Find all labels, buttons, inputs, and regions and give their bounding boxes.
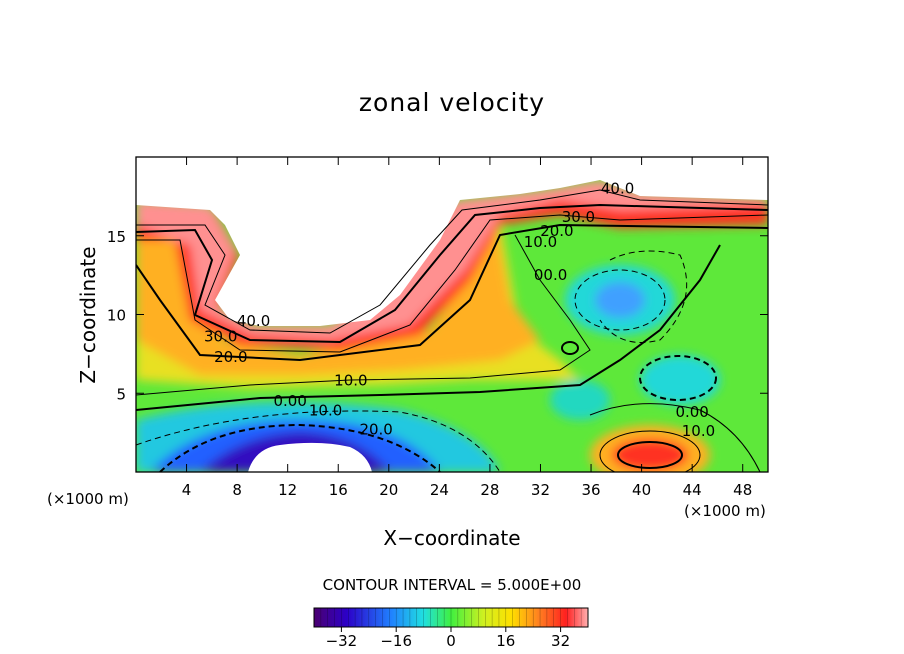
contour-label: 10.0 xyxy=(309,402,342,420)
x-unit-label-left: (×1000 m) xyxy=(47,490,129,508)
x-tick-label: 44 xyxy=(683,481,702,499)
contour-label: 20.0 xyxy=(214,348,247,366)
contour-label: 20.0 xyxy=(359,420,392,438)
x-tick-label: 20 xyxy=(379,481,398,499)
field-red-max xyxy=(612,439,688,471)
colorbar-tick-label: 16 xyxy=(496,632,515,650)
x-tick-label: 48 xyxy=(733,481,752,499)
contour-fill: 40.030.020.010.00.0010.020.040.030.020.0… xyxy=(136,157,768,472)
contour-lines xyxy=(136,189,768,472)
contour-label: 30.0 xyxy=(204,328,237,346)
field-pink xyxy=(136,180,768,340)
contour-interval-text: CONTOUR INTERVAL = 5.000E+00 xyxy=(322,576,582,594)
colorbar-tick-label: 32 xyxy=(551,632,570,650)
field-orange xyxy=(136,220,540,375)
contour-label: 40.0 xyxy=(237,312,270,330)
x-tick-label: 40 xyxy=(632,481,651,499)
contour-label: 10.0 xyxy=(334,372,367,390)
colorbar-stripes xyxy=(313,608,589,627)
contour-label: 30.0 xyxy=(562,208,595,226)
colorbar-tick-label: −16 xyxy=(380,632,412,650)
x-tick-label: 16 xyxy=(329,481,348,499)
colorbar-tick-label: −32 xyxy=(326,632,358,650)
x-axis-label: X−coordinate xyxy=(383,526,521,550)
field-blue-min1 xyxy=(595,282,645,318)
contour-label: 10.0 xyxy=(524,233,557,251)
field-cyan-min3 xyxy=(550,380,610,420)
x-tick-label: 12 xyxy=(278,481,297,499)
y-tick-label: 10 xyxy=(107,307,126,325)
x-tick-label: 24 xyxy=(430,481,449,499)
y-tick-label: 15 xyxy=(107,228,126,246)
colorbar: −32 −16 0 16 32 xyxy=(313,607,589,650)
contour-label: 10.0 xyxy=(682,422,715,440)
x-tick-label: 32 xyxy=(531,481,550,499)
x-unit-label-right: (×1000 m) xyxy=(684,502,766,520)
x-tick-label: 28 xyxy=(480,481,499,499)
field-cyan-min2 xyxy=(640,355,720,405)
masked-region-top xyxy=(136,157,768,326)
x-tick-label: 4 xyxy=(182,481,192,499)
contour-label: 40.0 xyxy=(601,180,634,198)
contour-label: 0.00 xyxy=(675,403,708,421)
x-tick-label: 36 xyxy=(581,481,600,499)
colorbar-ticks: −32 −16 0 16 32 xyxy=(326,627,570,650)
contour-label: 00.0 xyxy=(534,266,567,284)
masked-region-bottom xyxy=(248,442,372,472)
chart-title: zonal velocity xyxy=(358,88,546,117)
contour-label: 20.0 xyxy=(540,222,573,240)
y-tick-label: 5 xyxy=(116,385,126,403)
colorbar-tick-label: 0 xyxy=(446,632,456,650)
x-tick-label: 8 xyxy=(232,481,242,499)
contour-label: 0.00 xyxy=(274,392,307,410)
contour-labels: 40.030.020.010.00.0010.020.040.030.020.0… xyxy=(204,180,715,441)
